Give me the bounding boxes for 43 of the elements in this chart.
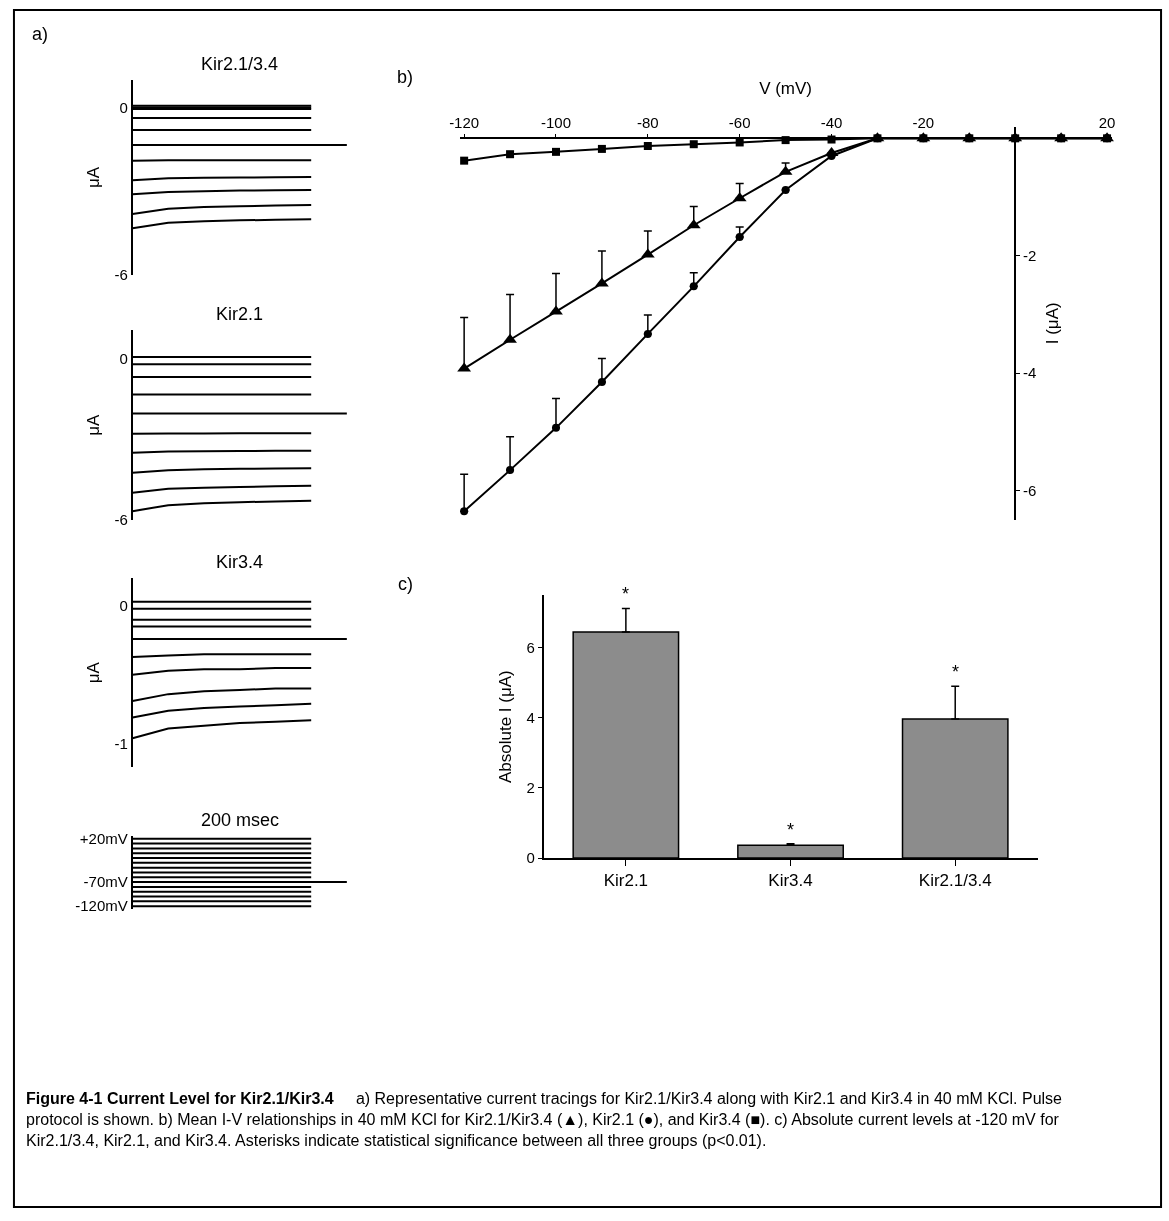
y-axis-title: I (μA) bbox=[1043, 302, 1063, 345]
x-tick-label: -40 bbox=[820, 113, 843, 131]
y-tick-label: -4 bbox=[1022, 364, 1037, 382]
y-tick-label: 0 bbox=[526, 849, 535, 867]
x-tick-label: -120 bbox=[449, 113, 480, 131]
caption: Figure 4-1 Current Level for Kir2.1/Kir3.4 bbox=[26, 1090, 334, 1107]
y-tick-label: 6 bbox=[526, 639, 535, 657]
y-tick-label: -1 bbox=[114, 734, 128, 752]
y-tick-label: -6 bbox=[114, 511, 128, 529]
x-tick-label: -80 bbox=[636, 113, 659, 131]
chart-title: Kir2.1 bbox=[216, 304, 264, 324]
annotation: * bbox=[787, 820, 795, 840]
text: b) bbox=[397, 67, 414, 87]
x-tick-label: -60 bbox=[728, 113, 751, 131]
chart-title: Kir3.4 bbox=[216, 552, 264, 572]
x-tick-label: -20 bbox=[912, 113, 935, 131]
y-tick-label: 0 bbox=[119, 99, 128, 117]
y-tick-label: 2 bbox=[526, 779, 535, 797]
y-axis-title: μA bbox=[84, 661, 104, 684]
annotation: * bbox=[952, 662, 960, 682]
x-axis-title: V (mV) bbox=[759, 78, 813, 98]
chart-title: Kir2.1/3.4 bbox=[201, 54, 279, 74]
y-tick-label: -2 bbox=[1022, 247, 1037, 265]
y-tick-label: 0 bbox=[119, 349, 128, 367]
y-tick-label: -120mV bbox=[75, 897, 128, 915]
annotation: * bbox=[622, 584, 630, 604]
x-tick-label: 20 bbox=[1098, 113, 1116, 131]
chart-title: 200 msec bbox=[201, 810, 280, 830]
y-tick-label: -70mV bbox=[83, 873, 128, 891]
y-tick-label: -6 bbox=[1022, 481, 1037, 499]
y-axis-title: μA bbox=[84, 166, 104, 189]
y-tick-label: 4 bbox=[526, 709, 535, 727]
text: a) bbox=[32, 24, 49, 44]
y-tick-label: +20mV bbox=[79, 830, 128, 848]
x-tick-label: Kir2.1 bbox=[603, 871, 649, 891]
y-tick-label: 0 bbox=[119, 597, 128, 615]
x-tick-label: Kir2.1/3.4 bbox=[918, 871, 992, 891]
x-tick-label: Kir3.4 bbox=[768, 871, 813, 891]
y-tick-label: -6 bbox=[114, 266, 128, 284]
x-tick-label: -100 bbox=[540, 113, 572, 131]
y-axis-title: Absolute I (μA) bbox=[496, 670, 516, 784]
y-axis-title: μA bbox=[84, 413, 104, 436]
text: c) bbox=[398, 574, 413, 594]
